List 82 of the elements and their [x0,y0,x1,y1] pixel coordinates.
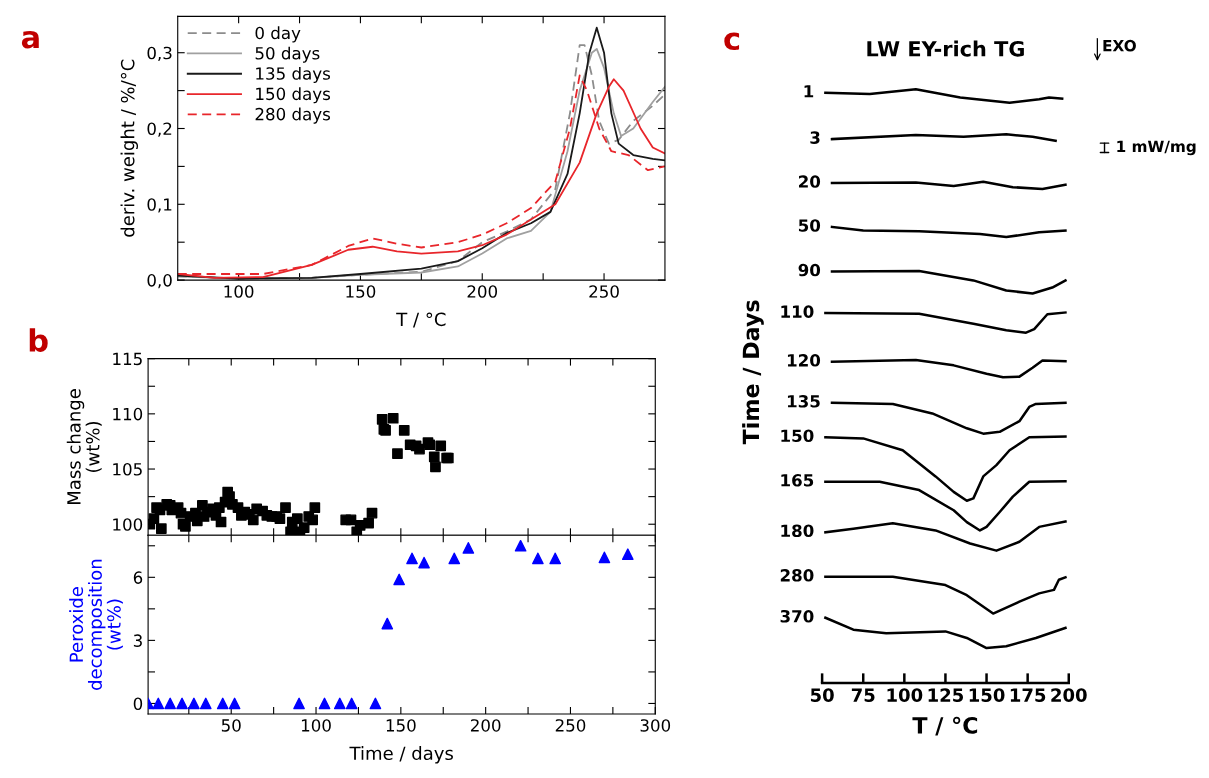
x-tick-label: 100 [224,285,254,298]
point [448,552,461,565]
y-axis-title: Mass change (wt%) [66,389,102,505]
legend-label: 280 days [255,107,331,124]
y-tick-label: 3 [133,634,142,647]
x-tick-label: 50 [810,688,834,702]
point [621,548,634,561]
x-tick-label: 125 [928,688,964,702]
legend-label: 135 days [256,66,331,84]
series-label: 165 [781,474,814,487]
point [293,697,305,710]
point [462,542,475,554]
series-label: 135 [787,395,820,408]
series-label: 3 [810,131,820,144]
legend-label: 50 days [255,46,320,63]
y-axis-title: deriv. weight / %/°C [120,59,139,237]
x-tick-label: 75 [851,688,875,702]
x-tick-label: 175 [1010,688,1046,702]
legend-label: 0 day [255,26,301,43]
x-tick-label: 150 [346,285,376,298]
y-tick-label: 0 [133,697,143,711]
y-tick-label: 0,3 [147,46,172,61]
series-label: 280 [780,569,814,582]
y-tick-label: 0,2 [147,122,172,137]
point [176,697,188,710]
series-label: 110 [781,305,814,318]
point [216,697,229,710]
point [199,697,212,710]
point [152,697,165,710]
y-tick-label: 6 [133,571,143,584]
point [393,573,405,586]
point [164,697,176,710]
text: c [724,32,740,51]
series-label: 120 [787,354,821,367]
point [406,552,418,565]
point [228,697,241,710]
x-tick-label: 200 [470,719,501,732]
y-axis-title: Peroxide decomposition (wt%) [69,559,123,690]
point [532,552,544,565]
text: b [29,328,48,352]
point [345,697,358,710]
point [514,539,527,552]
series-label: 180 [781,524,814,538]
y-tick-label: 110 [113,407,143,421]
chart-title: LW EY-rich TG [867,40,1024,57]
point [381,617,394,630]
point [188,697,200,710]
x-axis-title: T / °C [912,716,978,736]
series-label: 370 [780,609,814,623]
point [333,697,346,710]
series-label: 90 [798,263,821,277]
point [369,697,382,710]
legend-label: 150 days [256,87,331,104]
x-tick-label: 300 [640,719,671,732]
point [318,697,331,710]
x-tick-label: 100 [887,688,923,702]
text: EXO [1103,39,1136,52]
x-tick-label: 150 [969,688,1005,702]
series-label: 1 [804,85,814,98]
x-tick-label: 250 [589,285,619,298]
y-axis-title: Time / Days [742,300,764,445]
x-axis-title: T / °C [396,312,446,328]
x-tick-label: 200 [1051,688,1087,702]
y-tick-label: 105 [113,463,142,476]
series-label: 20 [799,175,821,188]
point [418,556,430,569]
y-tick-label: 0,1 [147,198,172,213]
x-tick-label: 100 [301,719,331,732]
text: 1 mW/mg [1117,140,1196,156]
point [598,551,611,564]
y-tick-label: 115 [113,352,142,366]
series-label: 50 [798,219,821,232]
text: a [21,31,39,49]
x-tick-label: 150 [386,719,416,732]
point [549,552,562,565]
y-tick-label: 100 [113,518,143,531]
x-tick-label: 50 [221,719,241,732]
x-tick-label: 250 [555,719,586,732]
x-tick-label: 200 [467,285,498,298]
x-axis-title: Time / days [349,746,453,764]
series-label: 150 [781,429,814,443]
y-tick-label: 0,0 [147,274,172,289]
